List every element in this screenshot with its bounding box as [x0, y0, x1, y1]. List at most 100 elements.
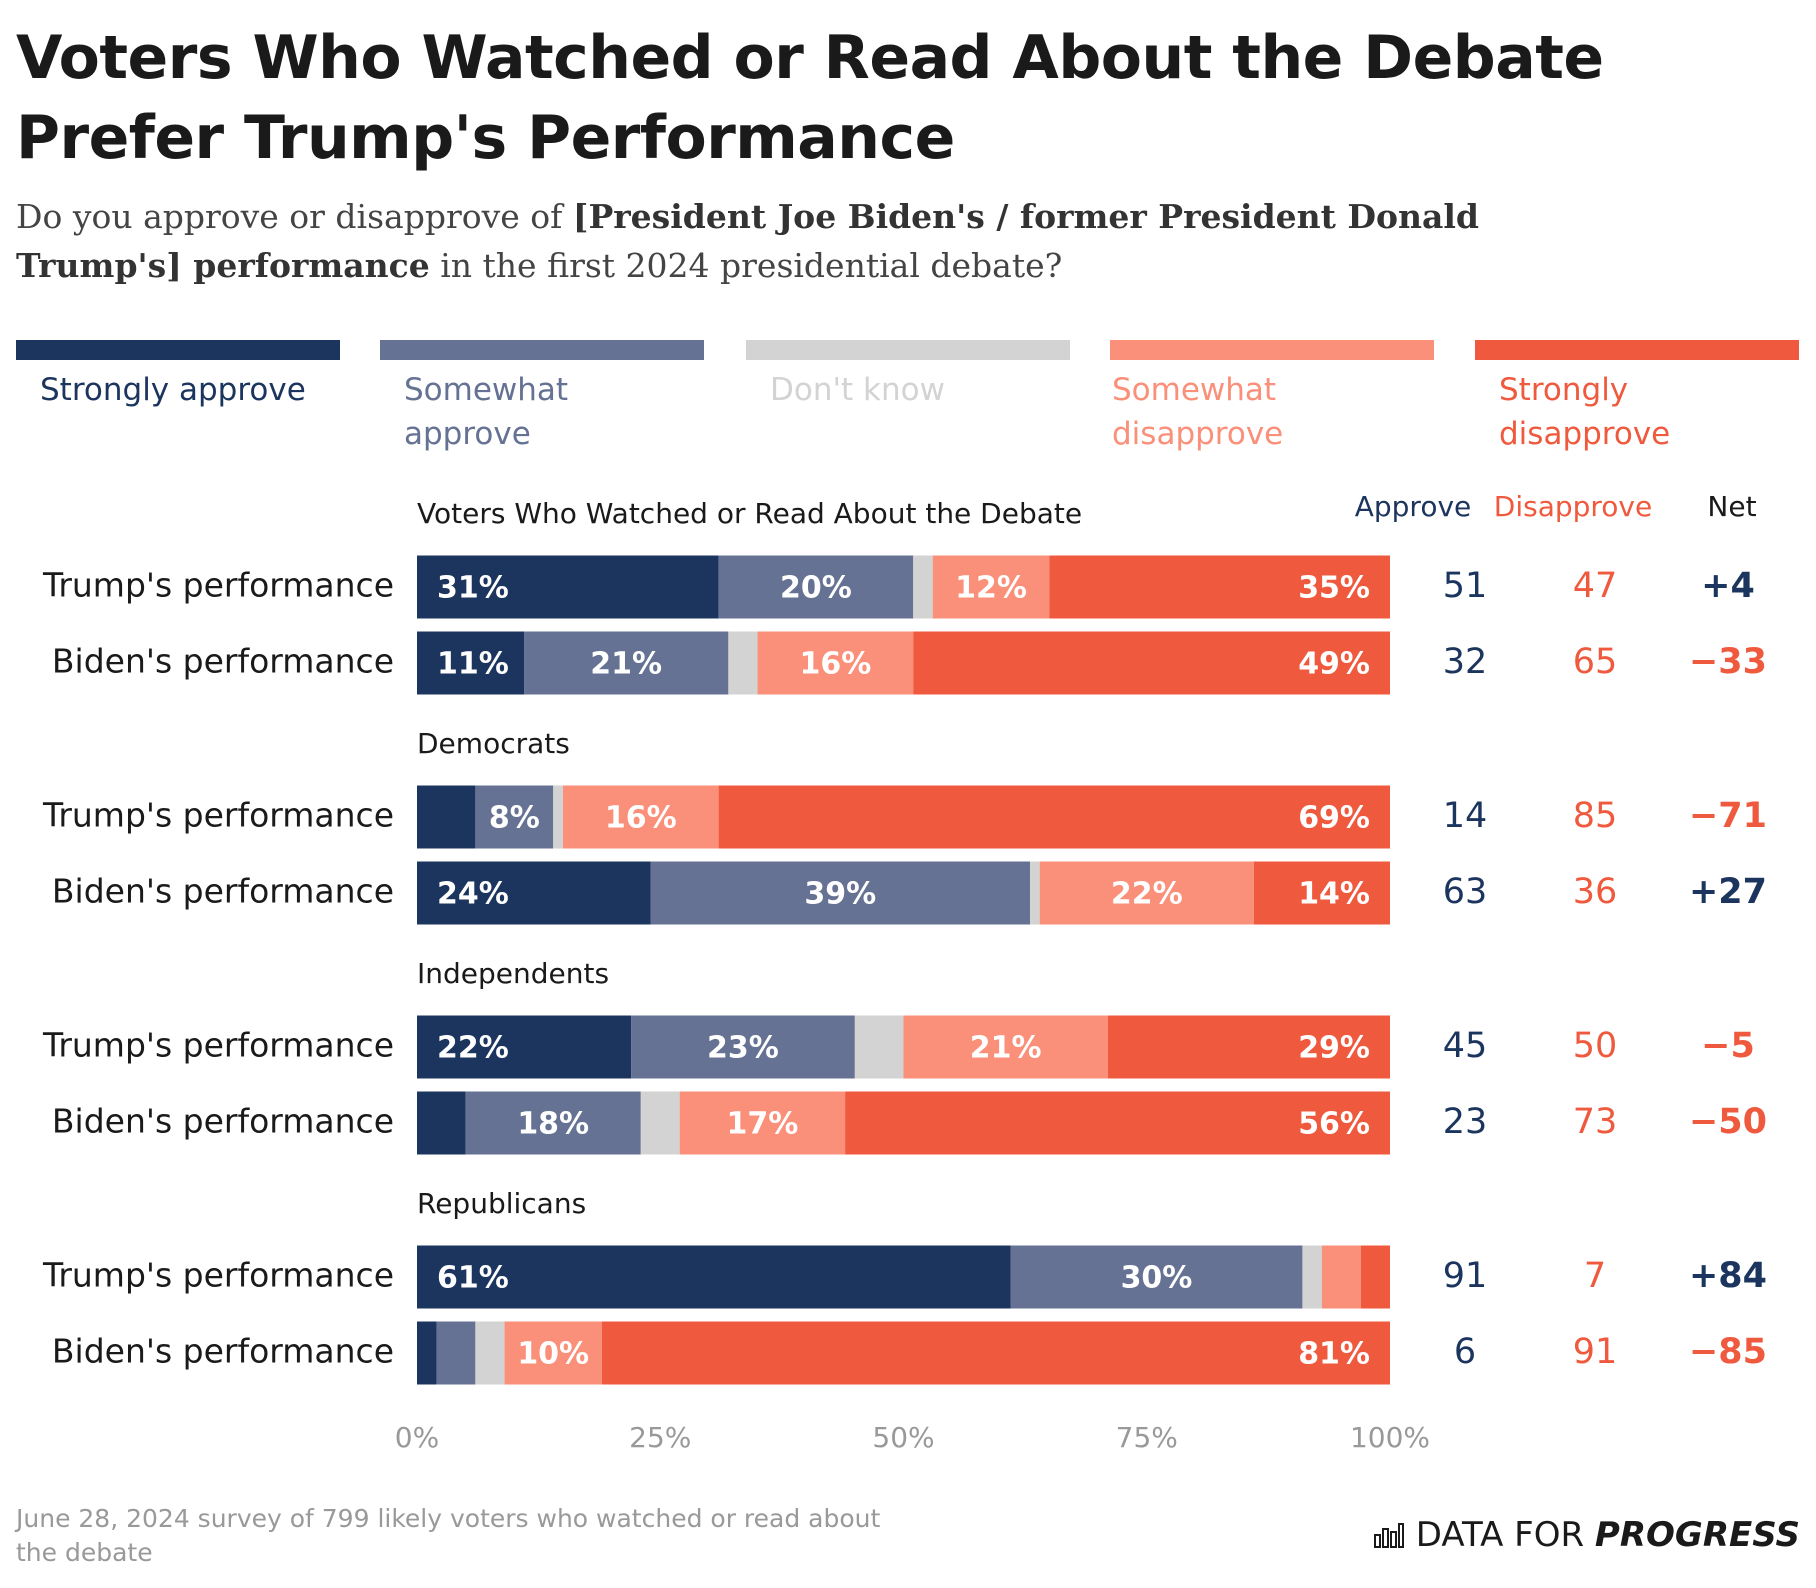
category-label: Trump's performance — [42, 566, 394, 605]
column-value: 47 — [1573, 566, 1618, 606]
bar-segment — [903, 1015, 1108, 1079]
column-value: 91 — [1443, 1256, 1488, 1296]
column-value: 73 — [1573, 1102, 1618, 1142]
x-tick-label: 25% — [629, 1421, 691, 1454]
column-value: 50 — [1573, 1026, 1618, 1066]
legend-swatch — [1110, 340, 1434, 360]
logo: DATA FOR PROGRESS — [1373, 1515, 1800, 1555]
bar-segment — [913, 631, 1390, 695]
legend-label: Strongly approve — [40, 372, 306, 408]
x-tick-label: 100% — [1350, 1421, 1430, 1454]
bar-segment — [650, 861, 1030, 925]
segment-label: 22% — [437, 1031, 509, 1066]
legend-label: Somewhat disapprove — [1112, 372, 1284, 452]
bar-segment — [728, 631, 758, 695]
net-value: +84 — [1689, 1256, 1767, 1296]
legend-item: Don't know — [746, 340, 1070, 412]
bar-segment — [417, 631, 525, 695]
net-value: −5 — [1701, 1026, 1755, 1066]
x-tick-label: 0% — [395, 1421, 439, 1454]
net-value: −85 — [1689, 1332, 1767, 1372]
column-header: Net — [1707, 490, 1756, 523]
legend-item: Strongly disapprove — [1475, 340, 1799, 456]
bar-segment — [475, 785, 554, 849]
category-label: Biden's performance — [52, 642, 394, 681]
bar-segment — [679, 1091, 846, 1155]
column-value: 65 — [1573, 642, 1618, 682]
bar-segment — [718, 785, 1390, 849]
group-label: Independents — [417, 957, 609, 990]
column-value: 63 — [1443, 872, 1488, 912]
bar-segment — [1360, 1245, 1390, 1309]
segment-label: 16% — [799, 647, 871, 682]
bar-segment — [1302, 1245, 1322, 1309]
segment-label: 23% — [707, 1031, 779, 1066]
category-label: Biden's performance — [52, 1332, 394, 1371]
column-value: 91 — [1573, 1332, 1618, 1372]
segment-label: 10% — [517, 1337, 589, 1372]
bar-segment — [417, 1091, 466, 1155]
subtitle-part: in the first 2024 presidential debate? — [429, 246, 1063, 285]
subtitle-part: Do you approve or disapprove of — [16, 197, 573, 236]
column-value: 32 — [1443, 642, 1488, 682]
logo-text-bold: PROGRESS — [1594, 1515, 1800, 1555]
bar-segment — [1107, 1015, 1390, 1079]
bar-segment — [475, 1321, 505, 1385]
category-label: Biden's performance — [52, 872, 394, 911]
segment-label: 39% — [804, 877, 876, 912]
segment-label: 30% — [1121, 1261, 1193, 1296]
subtitle-part: [President Joe Biden's / former Presiden… — [16, 197, 1479, 285]
net-value: −50 — [1689, 1102, 1767, 1142]
bar-segment — [718, 555, 914, 619]
column-value: 45 — [1443, 1026, 1488, 1066]
bar-segment — [1029, 861, 1040, 925]
group-label: Republicans — [417, 1187, 586, 1220]
group-label: Voters Who Watched or Read About the Deb… — [417, 497, 1082, 530]
bar-segment — [854, 1015, 904, 1079]
segment-label: 69% — [1298, 801, 1370, 836]
legend-swatch — [746, 340, 1070, 360]
subtitle: Do you approve or disapprove of [Preside… — [16, 192, 1636, 290]
legend-item: Somewhat disapprove — [1110, 340, 1434, 456]
segment-label: 14% — [1298, 877, 1370, 912]
segment-label: 49% — [1298, 647, 1370, 682]
logo-icon — [1373, 1523, 1404, 1548]
category-label: Trump's performance — [42, 1256, 394, 1295]
segment-label: 16% — [605, 801, 677, 836]
segment-label: 18% — [517, 1107, 589, 1142]
bar-segment — [417, 861, 651, 925]
x-tick-label: 50% — [872, 1421, 934, 1454]
bar-segment — [1253, 861, 1390, 925]
bar-segment — [417, 1245, 1011, 1309]
bar-segment — [562, 785, 719, 849]
segment-label: 12% — [955, 571, 1027, 606]
column-header: Disapprove — [1494, 490, 1652, 523]
bar-segment — [417, 1321, 437, 1385]
column-value: 85 — [1573, 796, 1618, 836]
bar-segment — [1039, 861, 1254, 925]
bar-segment — [757, 631, 914, 695]
segment-label: 56% — [1298, 1107, 1370, 1142]
segment-label: 20% — [780, 571, 852, 606]
bar-segment — [631, 1015, 855, 1079]
group-label: Democrats — [417, 727, 570, 760]
bar-segment — [436, 1321, 476, 1385]
segment-label: 21% — [590, 647, 662, 682]
column-value: 51 — [1443, 566, 1488, 606]
bar-segment — [524, 631, 729, 695]
legend-swatch — [16, 340, 340, 360]
category-label: Trump's performance — [42, 1026, 394, 1065]
segment-label: 35% — [1298, 571, 1370, 606]
bar-segment — [845, 1091, 1390, 1155]
bar-segment — [417, 555, 719, 619]
column-value: 36 — [1573, 872, 1618, 912]
segment-label: 22% — [1111, 877, 1183, 912]
category-label: Biden's performance — [52, 1102, 394, 1141]
bar-segment — [1321, 1245, 1361, 1309]
bar-segment — [553, 785, 563, 849]
legend-label: Don't know — [770, 372, 945, 408]
bar-segment — [640, 1091, 680, 1155]
net-value: −71 — [1689, 796, 1767, 836]
bar-segment — [504, 1321, 602, 1385]
